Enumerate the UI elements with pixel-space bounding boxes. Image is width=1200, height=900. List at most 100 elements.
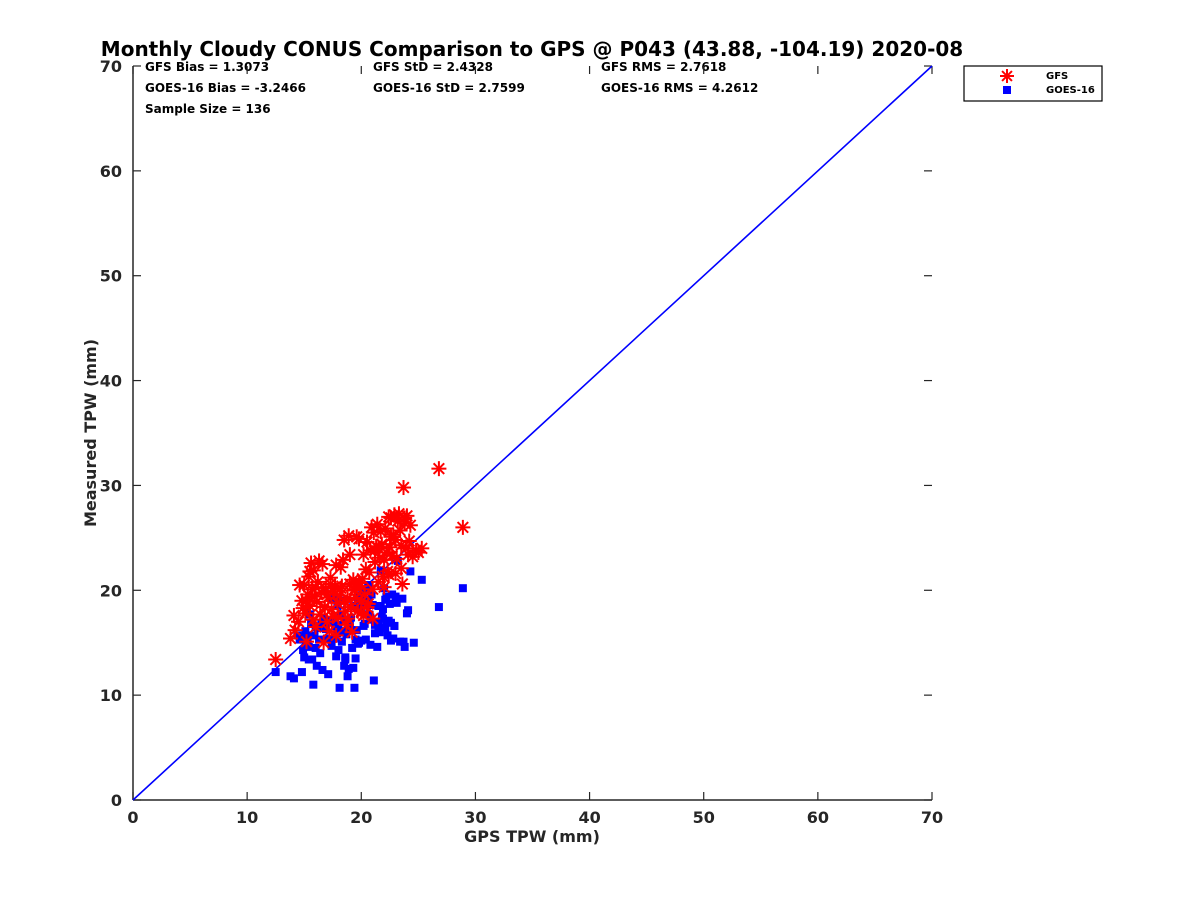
goes16-point [381,624,390,633]
goes16-point [301,627,310,636]
x-tick-label: 50 [693,808,715,827]
gfs-point [317,599,333,615]
goes16-point [340,661,349,670]
gfs-point [268,651,284,667]
gfs-point [414,540,430,556]
goes16-point [344,664,353,673]
goes16-point [293,631,302,640]
goes16-point [324,670,333,679]
plot-axes [132,66,932,801]
gfs-point [346,581,362,597]
gfs-point [431,461,447,477]
gfs-point [298,634,314,650]
goes16-point [315,635,324,644]
goes16-point [368,600,377,609]
y-tick-label: 20 [100,581,122,600]
gfs-point [342,547,358,563]
goes16-point [390,621,399,630]
y-tick-label: 30 [100,476,122,495]
plot-area [132,65,933,801]
goes16-point [383,631,392,640]
x-tick-label: 10 [236,808,258,827]
goes16-point [307,619,316,628]
axis-ticks: 0 10 20 30 40 50 60 70 0 10 20 30 40 50 60 70 [100,57,943,827]
goes16-point [303,631,312,640]
gfs-point [383,529,399,545]
gfs-point [314,556,330,572]
goes16-point [342,630,351,639]
goes16-point [334,646,343,655]
goes16-point [309,680,318,689]
stat-text: GOES-16 StD = 2.7599 [373,81,525,95]
gfs-point [319,586,335,602]
gfs-point [292,577,308,593]
goes16-point [381,595,390,604]
gfs-point [397,510,413,526]
gfs-point [308,579,324,595]
goes16-point [356,591,365,600]
gfs-point [328,557,344,573]
stat-text: GFS Bias = 1.3073 [145,60,269,74]
gfs-point [336,594,352,610]
goes16-point [392,598,401,607]
goes16-point [350,683,359,692]
legend-items: GFS GOES-16 [1000,69,1095,96]
goes16-point [310,631,319,640]
legend-label: GOES-16 [1046,85,1095,96]
one-to-one-line [132,65,933,801]
stat-text: GFS RMS = 2.7618 [601,60,726,74]
goes16-point [398,594,407,603]
y-tick-label: 60 [100,162,122,181]
goes16-point [343,672,352,681]
gfs-point [396,480,412,496]
gfs-point [381,567,397,583]
goes16-point [366,640,375,649]
x-tick-label: 30 [464,808,486,827]
chart-title: Monthly Cloudy CONUS Comparison to GPS @… [101,37,963,61]
goes16-point [271,668,280,677]
goes16-point [376,602,385,611]
goes16-point [382,617,391,626]
goes16-point [341,653,350,662]
goes16-point [400,642,409,651]
goes16-point [297,668,306,677]
goes16-point [375,628,384,637]
goes16-point [299,632,308,641]
goes16-point [386,636,395,645]
goes16-point [458,584,467,593]
goes16-point [311,643,320,652]
y-tick-label: 10 [100,686,122,705]
x-tick-label: 0 [127,808,138,827]
goes16-point [376,566,385,575]
goes16-point [351,635,360,644]
goes16-point [299,646,308,655]
goes16-point [316,649,325,658]
goes16-point [300,653,309,662]
goes16-point [373,642,382,651]
y-tick-label: 40 [100,372,122,391]
legend-goes16-marker [1003,86,1011,94]
goes16-point [404,606,413,615]
goes16-point [361,635,370,644]
goes16-point [312,661,321,670]
goes16-point [327,641,336,650]
goes16-point [360,619,369,628]
goes16-point [351,654,360,663]
goes16-point [391,592,400,601]
gfs-point [365,581,381,597]
gfs-point [328,627,344,643]
legend-label: GFS [1046,71,1068,82]
gfs-point [333,580,349,596]
stat-text: GOES-16 Bias = -3.2466 [145,81,306,95]
gfs-point [308,619,324,635]
goes16-point [305,610,314,619]
goes16-point [369,676,378,685]
gfs-point [291,614,307,630]
legend-gfs-marker [1000,69,1014,83]
gfs-point [377,520,393,536]
goes16-point [337,637,346,646]
gfs-point [361,564,377,580]
gfs-point [401,533,417,549]
goes16-point [385,599,394,608]
goes16-point [373,617,382,626]
